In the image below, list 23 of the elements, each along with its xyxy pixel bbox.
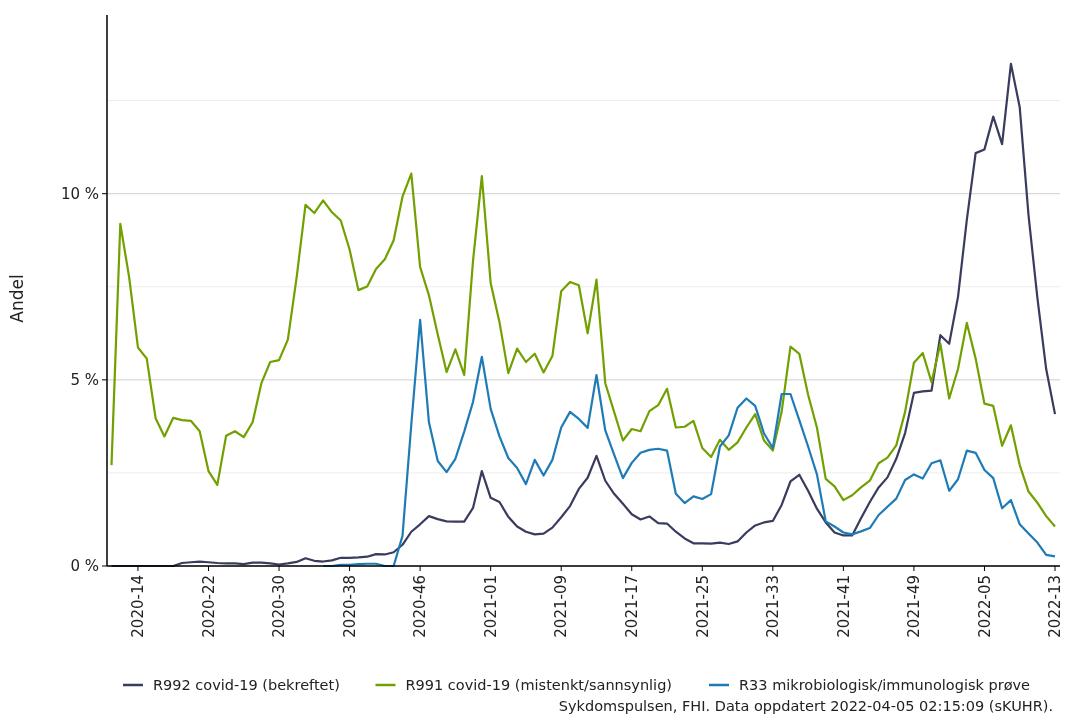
- x-tick-label: 2021-09: [552, 575, 571, 638]
- x-tick-label: 2021-41: [834, 575, 853, 638]
- x-tick-label: 2020-38: [340, 575, 359, 638]
- y-tick-label: 0 %: [70, 557, 99, 576]
- x-tick-label: 2021-25: [693, 575, 712, 638]
- legend-label: R992 covid-19 (bekreftet): [153, 677, 340, 694]
- y-axis-title: Andel: [7, 274, 27, 323]
- x-tick-label: 2022-13: [1046, 575, 1065, 638]
- x-tick-label: 2020-30: [270, 575, 289, 638]
- y-tick-label: 5 %: [70, 371, 99, 390]
- text: Sykdomspulsen, FHI. Data oppdatert 2022-04-05 02:15:09 (sKUHR).: [558, 698, 1053, 714]
- x-tick-label: 2020-14: [129, 575, 148, 638]
- x-tick-label: 2021-01: [481, 575, 500, 638]
- x-tick-label: 2021-33: [764, 575, 783, 638]
- legend-label: R991 covid-19 (mistenkt/sannsynlig): [405, 677, 673, 694]
- x-tick-label: 2021-49: [905, 575, 924, 638]
- x-tick-label: 2020-46: [411, 575, 430, 638]
- x-tick-label: 2020-22: [199, 575, 218, 638]
- x-tick-label: 2022-05: [975, 575, 994, 638]
- x-tick-label: 2021-17: [623, 575, 641, 638]
- line-series: [110, 172, 1057, 528]
- y-tick-label: 10 %: [60, 184, 99, 203]
- legend-label: R33 mikrobiologisk/immunologisk prøve: [739, 677, 1031, 694]
